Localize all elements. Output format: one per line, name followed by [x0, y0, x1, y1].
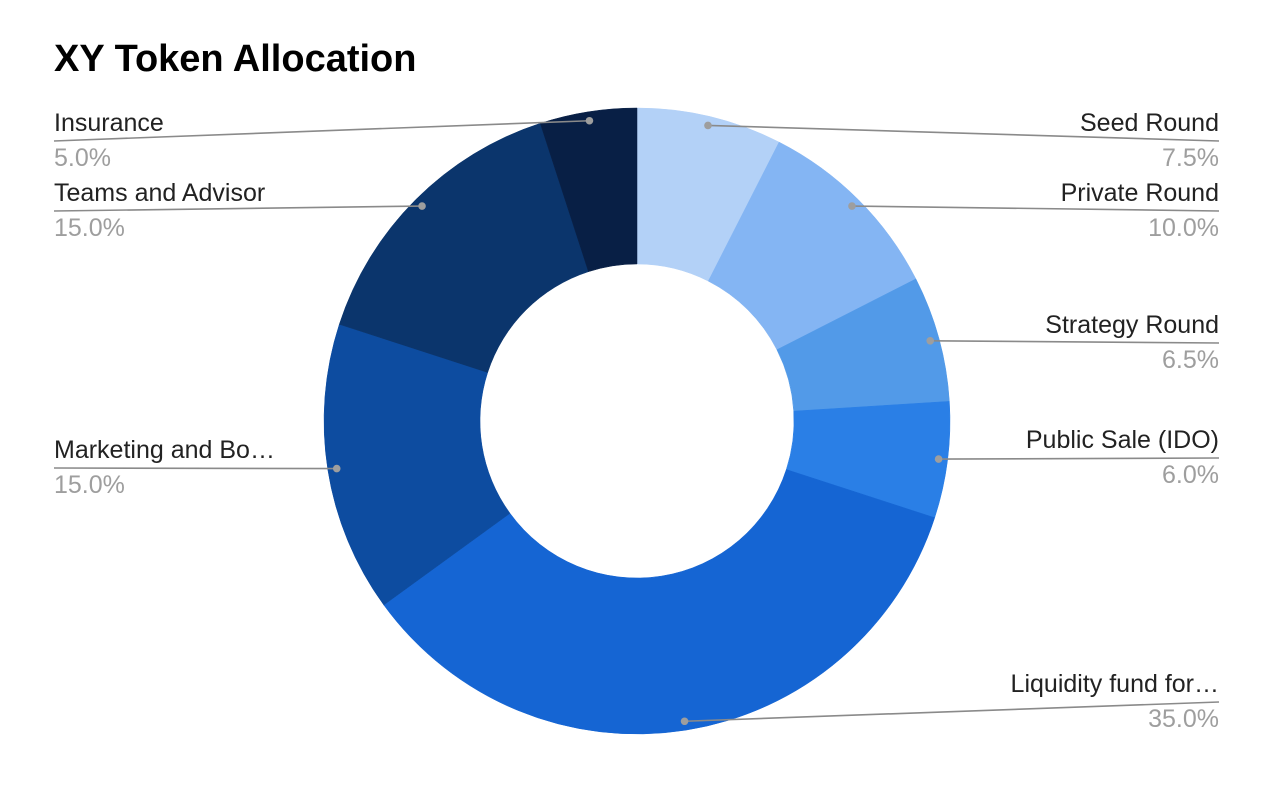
slice-value-label: 15.0%: [54, 471, 125, 499]
slice-name-label: Private Round: [1061, 179, 1219, 207]
leader-line: [851, 205, 1220, 212]
slice-insurance[interactable]: [539, 107, 638, 272]
slice-name-label: Strategy Round: [1045, 311, 1219, 339]
slice-name-label: Teams and Advisor: [54, 179, 265, 207]
slice-label-private-round: Private Round 10.0%: [848, 179, 1220, 242]
slice-labels: Seed Round 7.5% Private Round 10.0% Strategy…: [53, 109, 1220, 733]
slice-teams-and-advisor[interactable]: [339, 123, 589, 373]
slices: [323, 107, 951, 735]
leader-dot: [848, 202, 856, 210]
slice-value-label: 6.0%: [1162, 461, 1219, 489]
slice-label-strategy-round: Strategy Round 6.5%: [926, 311, 1220, 374]
leader-dot: [934, 455, 943, 463]
slice-label-teams-and-advisor: Teams and Advisor 15.0%: [53, 179, 426, 242]
slice-name-label: Liquidity fund for…: [1011, 670, 1219, 698]
slice-value-label: 15.0%: [54, 214, 125, 242]
leader-dot: [332, 464, 341, 473]
slice-label-liquidity-fund-for: Liquidity fund for… 35.0%: [680, 670, 1220, 733]
slice-value-label: 35.0%: [1148, 705, 1219, 733]
slice-value-label: 5.0%: [54, 144, 111, 172]
leader-line: [707, 124, 1220, 142]
slice-value-label: 10.0%: [1148, 214, 1219, 242]
leader-line: [938, 457, 1220, 460]
slice-name-label: Public Sale (IDO): [1026, 426, 1219, 454]
leader-line: [930, 339, 1220, 344]
leader-dot: [418, 202, 426, 210]
slice-value-label: 6.5%: [1162, 346, 1219, 374]
leader-dot: [704, 121, 712, 130]
slice-label-insurance: Insurance 5.0%: [53, 109, 594, 172]
leader-line: [53, 119, 590, 142]
leader-line: [53, 467, 337, 470]
leader-line: [684, 701, 1220, 723]
slice-label-marketing-and-bo: Marketing and Bo… 15.0%: [53, 436, 341, 499]
slice-name-label: Seed Round: [1080, 109, 1219, 137]
slice-name-label: Insurance: [54, 109, 164, 137]
leader-dot: [680, 717, 689, 726]
slice-value-label: 7.5%: [1162, 144, 1219, 172]
leader-dot: [926, 336, 935, 345]
slice-label-public-sale-ido: Public Sale (IDO) 6.0%: [934, 426, 1220, 489]
slice-marketing-and-bo[interactable]: [323, 323, 511, 606]
leader-line: [53, 205, 423, 212]
leader-dot: [585, 116, 594, 125]
slice-label-seed-round: Seed Round 7.5%: [704, 109, 1220, 172]
slice-liquidity-fund-for[interactable]: [383, 469, 935, 735]
slice-name-label: Marketing and Bo…: [54, 436, 275, 464]
chart-title: XY Token Allocation: [54, 38, 417, 80]
